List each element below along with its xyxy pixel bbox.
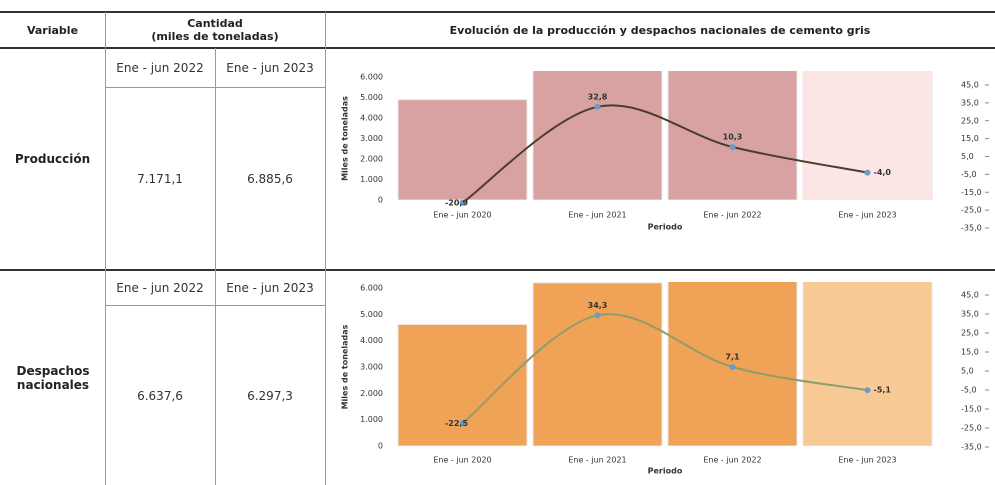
y2-tick-label: 5,0 — [961, 367, 974, 376]
data-label: 32,8 — [588, 92, 608, 101]
data-label: -22,5 — [445, 419, 468, 428]
data-label: -4,0 — [874, 168, 892, 177]
y-tick-label: 5.000 — [360, 93, 383, 102]
x-tick-label: Ene - jun 2021 — [568, 456, 626, 465]
y2-tick-label: 15,0 — [961, 134, 979, 143]
header-text: (miles de toneladas) — [151, 30, 279, 43]
x-tick-label: Ene - jun 2021 — [568, 211, 626, 220]
y2-tick-label: -25,0 — [961, 424, 982, 433]
y-tick-label: 4.000 — [360, 336, 383, 345]
y-tick-label: 6.000 — [360, 73, 383, 82]
y-tick-label: 0 — [378, 442, 383, 451]
x-tick-label: Ene - jun 2022 — [703, 211, 761, 220]
y2-tick-label: 25,0 — [961, 116, 979, 125]
x-axis-title: Periodo — [648, 467, 683, 476]
row-line — [105, 305, 325, 306]
marker — [594, 103, 601, 110]
y2-tick-label: -5,0 — [961, 170, 977, 179]
marker — [459, 199, 466, 206]
period: Ene - jun 2022 — [116, 61, 204, 75]
y2-tick-label: -5,0 — [961, 386, 977, 395]
header-quantity: Cantidad (miles de toneladas) — [105, 12, 325, 48]
value: 6.297,3 — [247, 388, 293, 403]
line — [461, 313, 868, 425]
y2-tick-label: 25,0 — [961, 329, 979, 338]
y-tick-label: 3.000 — [360, 363, 383, 372]
x-tick-label: Ene - jun 2022 — [703, 456, 761, 465]
col-line — [215, 48, 216, 485]
x-tick-label: Ene - jun 2023 — [838, 211, 896, 220]
header-chart: Evolución de la producción y despachos n… — [449, 23, 871, 37]
value: 6.885,6 — [247, 172, 293, 186]
line — [461, 104, 868, 204]
y-tick-label: 0 — [378, 196, 383, 205]
header-text: Cantidad — [187, 17, 243, 30]
rule — [0, 269, 995, 271]
y-tick-label: 4.000 — [360, 114, 383, 123]
x-tick-label: Ene - jun 2020 — [433, 456, 491, 465]
marker — [459, 420, 466, 427]
data-label: -5,1 — [874, 386, 892, 395]
period: Ene - jun 2023 — [226, 61, 314, 75]
data-label: 7,1 — [725, 353, 740, 362]
period: Ene - jun 2023 — [226, 280, 314, 295]
y-tick-label: 2.000 — [360, 389, 383, 398]
y2-tick-label: 35,0 — [961, 98, 979, 107]
bar — [802, 71, 933, 200]
x-tick-label: Ene - jun 2023 — [838, 456, 896, 465]
y2-tick-label: -15,0 — [961, 188, 982, 197]
variable: Producción — [14, 152, 91, 166]
bar — [397, 323, 528, 446]
rule — [0, 11, 995, 13]
y2-tick-label: 45,0 — [961, 291, 979, 300]
bar — [532, 71, 663, 200]
y2-tick-label: -35,0 — [961, 224, 982, 233]
y-tick-label: 2.000 — [360, 155, 383, 164]
marker — [864, 387, 871, 394]
data-label: 34,3 — [588, 301, 608, 310]
bar — [667, 71, 798, 200]
y2-tick-label: -35,0 — [961, 443, 982, 452]
x-tick-label: Ene - jun 2020 — [433, 211, 491, 220]
bar — [667, 282, 798, 446]
bar — [802, 282, 933, 446]
y2-tick-label: 15,0 — [961, 348, 979, 357]
value: 7.171,1 — [137, 172, 183, 186]
row-line — [105, 87, 325, 88]
marker — [729, 144, 736, 151]
rule — [0, 47, 995, 49]
y-axis-title: Miles de toneladas — [341, 96, 350, 181]
col-line — [325, 12, 326, 485]
marker — [594, 312, 601, 319]
y2-tick-label: 35,0 — [961, 310, 979, 319]
y2-tick-label: 5,0 — [961, 152, 974, 161]
data-label: 10,3 — [723, 133, 743, 142]
bar — [532, 282, 663, 446]
y2-tick-label: 45,0 — [961, 81, 979, 90]
value: 6.637,6 — [137, 388, 183, 403]
header-variable: Variable — [26, 23, 79, 37]
y2-tick-label: -15,0 — [961, 405, 982, 414]
col-line — [105, 12, 106, 485]
y-tick-label: 5.000 — [360, 310, 383, 319]
y-tick-label: 1.000 — [360, 415, 383, 424]
y-axis-title: Miles de toneladas — [341, 324, 350, 409]
marker — [729, 364, 736, 371]
y-tick-label: 6.000 — [360, 284, 383, 293]
bar — [397, 99, 528, 200]
period: Ene - jun 2022 — [116, 280, 204, 295]
variable: Despachos nacionales — [16, 363, 90, 392]
x-axis-title: Periodo — [648, 223, 683, 232]
marker — [864, 169, 871, 176]
y-tick-label: 1.000 — [360, 175, 383, 184]
y2-tick-label: -25,0 — [961, 206, 982, 215]
data-label: -20,9 — [445, 198, 468, 207]
y-tick-label: 3.000 — [360, 134, 383, 143]
